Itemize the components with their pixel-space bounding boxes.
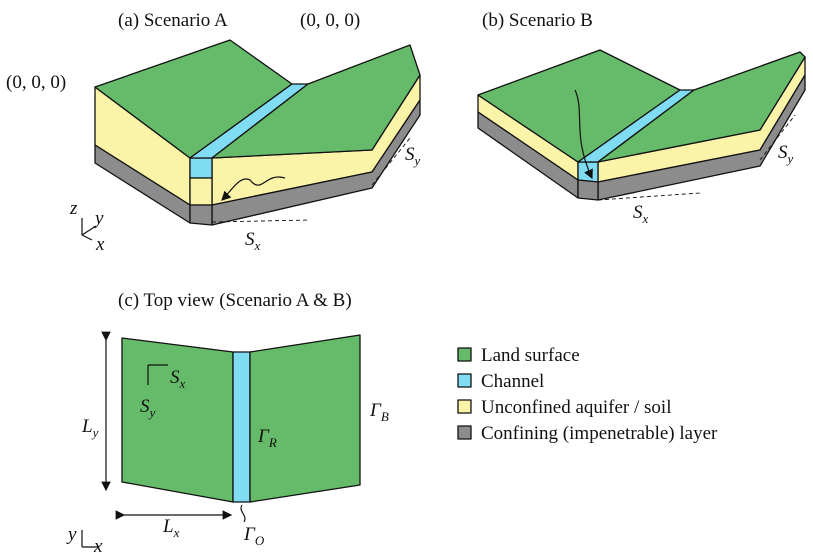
- panel-title: (c) Top view (Scenario A & B): [118, 290, 352, 311]
- axis-label: z: [69, 198, 78, 219]
- legend-label: Channel: [481, 371, 544, 392]
- top-view: [82, 335, 360, 547]
- boundary-label: ΓB: [369, 400, 389, 424]
- legend-swatch: [458, 374, 471, 387]
- subscript: y: [91, 425, 99, 440]
- symbol: S: [245, 229, 255, 250]
- panel-title: (a) Scenario A: [118, 10, 228, 31]
- legend-label: Unconfined aquifer / soil: [481, 397, 671, 418]
- slope-label: Sx: [245, 229, 261, 253]
- axes-icon: z y x: [69, 198, 105, 255]
- channel: [190, 158, 212, 178]
- channel: [578, 162, 598, 182]
- axis-label: y: [66, 524, 77, 545]
- axis-label: y: [93, 208, 104, 229]
- length-label: Lx: [162, 516, 180, 540]
- outlet-pointer: [241, 505, 245, 522]
- origin-label: (0, 0, 0): [300, 10, 360, 31]
- panel-title: (b) Scenario B: [482, 10, 593, 31]
- symbol: S: [170, 367, 180, 388]
- symbol: S: [140, 396, 150, 417]
- legend-swatch: [458, 348, 471, 361]
- subscript: y: [148, 405, 156, 420]
- symbol: L: [162, 516, 174, 537]
- subscript: B: [381, 409, 389, 424]
- channel: [233, 352, 250, 502]
- subscript: y: [786, 151, 794, 166]
- slope-label: Sy: [405, 144, 421, 168]
- figure: (a) Scenario A (0, 0, 0) (0, 0, 0) Sy Sx…: [0, 0, 813, 554]
- length-label: Ly: [81, 416, 99, 440]
- subscript: R: [268, 435, 277, 450]
- origin-label: (0, 0, 0): [6, 72, 66, 93]
- legend-swatch: [458, 400, 471, 413]
- legend-label: Confining (impenetrable) layer: [481, 423, 718, 444]
- axis-label: x: [95, 234, 105, 255]
- axis-label: x: [93, 536, 103, 554]
- axis-lines: [82, 218, 96, 240]
- symbol: S: [405, 144, 415, 165]
- subscript: x: [642, 211, 649, 226]
- symbol: L: [81, 416, 93, 437]
- aquifer: [190, 178, 212, 205]
- subscript: O: [255, 533, 265, 548]
- confining: [190, 205, 212, 225]
- slope-label: Sx: [633, 202, 649, 226]
- subscript: x: [179, 376, 186, 391]
- block-b: [478, 50, 805, 200]
- land: [122, 338, 233, 502]
- legend-swatch: [458, 426, 471, 439]
- boundary-label: ΓO: [243, 524, 265, 548]
- symbol: S: [633, 202, 643, 223]
- slope-label: Sy: [778, 142, 794, 166]
- subscript: x: [173, 525, 180, 540]
- block-a: [95, 40, 420, 225]
- subscript: x: [254, 238, 261, 253]
- legend-label: Land surface: [481, 345, 580, 366]
- symbol: S: [778, 142, 788, 163]
- subscript: y: [413, 153, 421, 168]
- legend: Land surface Channel Unconfined aquifer …: [458, 345, 718, 444]
- land: [250, 335, 360, 502]
- confining: [578, 180, 598, 200]
